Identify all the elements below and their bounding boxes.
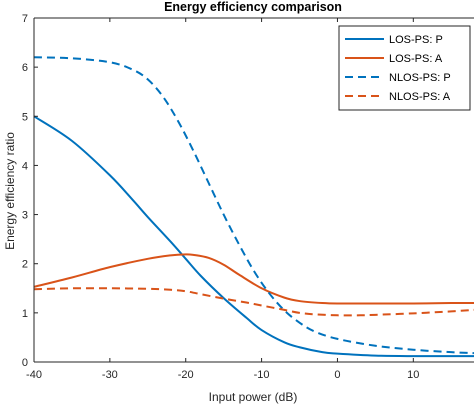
- y-tick-label: 3: [22, 210, 28, 222]
- legend-label-2: LOS-PS: A: [389, 53, 443, 65]
- axes-layer: [33, 17, 474, 363]
- y-axis-label: Energy efficiency ratio: [3, 132, 17, 250]
- chart-title: Energy efficiency comparison: [164, 0, 342, 14]
- x-tick-label: -20: [178, 369, 194, 381]
- tick-layer: -40 -30 -20 -10 0 10 0 1 2 3 4 5 6 7: [22, 13, 420, 381]
- x-tick-label: 10: [407, 369, 419, 381]
- y-tick-label: 4: [22, 160, 28, 172]
- x-axis-label: Input power (dB): [209, 390, 298, 404]
- x-tick-label: -30: [102, 369, 118, 381]
- legend: LOS-PS: P LOS-PS: A NLOS-PS: P NLOS-PS: A: [338, 25, 471, 111]
- y-tick-label: 1: [22, 308, 28, 320]
- series-line-1: [33, 115, 474, 358]
- x-tick-label: -40: [26, 369, 42, 381]
- series-line-3: [33, 56, 474, 355]
- legend-label-1: LOS-PS: P: [389, 34, 443, 46]
- y-tick-label: 7: [22, 13, 28, 25]
- y-tick-label: 0: [22, 357, 28, 369]
- x-tick-label: -10: [254, 369, 270, 381]
- series-line-2: [33, 253, 474, 305]
- series-layer: [33, 56, 474, 358]
- y-tick-label: 6: [22, 62, 28, 74]
- legend-label-4: NLOS-PS: A: [389, 91, 451, 103]
- y-tick-label: 2: [22, 259, 28, 271]
- series-line-4: [33, 287, 474, 317]
- x-tick-label: 0: [334, 369, 340, 381]
- legend-label-3: NLOS-PS: P: [389, 72, 451, 84]
- y-tick-label: 5: [22, 111, 28, 123]
